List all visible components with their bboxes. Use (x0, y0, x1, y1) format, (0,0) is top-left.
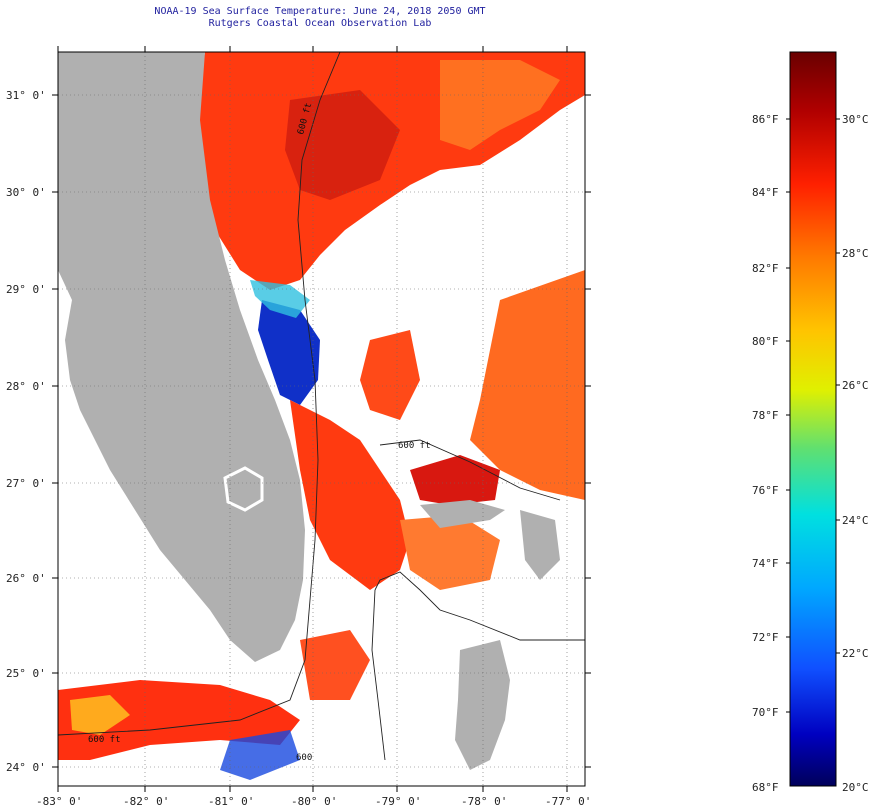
map-title: NOAA-19 Sea Surface Temperature: June 24… (154, 6, 486, 17)
abaco-island (520, 510, 560, 580)
cb-f-78: 78°F (752, 409, 779, 422)
lake-okeechobee-outline (223, 466, 264, 512)
cb-f-80: 80°F (752, 335, 779, 348)
isobath-lines (58, 52, 585, 761)
sst-gulfstream-south (290, 400, 410, 590)
isobath-bank (374, 571, 585, 641)
grand-bahama-island (420, 500, 505, 528)
sst-central-patch (360, 330, 420, 420)
sst-orange-patches (440, 60, 560, 150)
lon-label-83w: -83° 0' (36, 795, 82, 808)
lon-label-80w: -80° 0' (291, 795, 337, 808)
lat-label-30: 30° 0' (6, 186, 46, 199)
lat-label-25: 25° 0' (6, 667, 46, 680)
cb-f-86: 86°F (752, 113, 779, 126)
shelf-label-keys: 600 ft (88, 735, 121, 745)
sst-keys-yellow (70, 695, 130, 735)
lat-label-24: 24° 0' (6, 761, 46, 774)
cb-c-22: 22°C (842, 647, 869, 660)
lon-label-78w: -78° 0' (461, 795, 507, 808)
sst-bahamas-warm (410, 455, 500, 505)
cb-f-76: 76°F (752, 484, 779, 497)
lon-label-81w: -81° 0' (208, 795, 254, 808)
lat-label-28: 28° 0' (6, 380, 46, 393)
cb-c-30: 30°C (842, 113, 869, 126)
colorbar-ticks (786, 118, 840, 713)
cb-f-68: 68°F (752, 781, 779, 794)
cb-c-20: 20°C (842, 781, 869, 794)
lon-label-77w: -77° 0' (545, 795, 591, 808)
cb-f-84: 84°F (752, 186, 779, 199)
cb-f-82: 82°F (752, 262, 779, 275)
sst-eastern-warm (470, 270, 585, 500)
cb-c-24: 24°C (842, 514, 869, 527)
lat-label-31: 31° 0' (6, 89, 46, 102)
isobath-channel (371, 589, 386, 761)
cb-f-70: 70°F (752, 706, 779, 719)
sst-dark-core (285, 90, 400, 200)
sst-straits-cold (220, 730, 300, 780)
latitude-axis (52, 94, 591, 768)
shelf-label-bahamas: 600 ft (398, 441, 431, 451)
lat-label-29: 29° 0' (6, 283, 46, 296)
sst-southeast-patch (400, 515, 500, 590)
cuba-coast (58, 786, 300, 790)
isobath-bahamas (379, 439, 561, 501)
cb-f-72: 72°F (752, 631, 779, 644)
lat-label-27: 27° 0' (6, 477, 46, 490)
andros-island (455, 640, 510, 770)
lon-label-79w: -79° 0' (375, 795, 421, 808)
lon-label-82w: -82° 0' (123, 795, 169, 808)
cb-c-28: 28°C (842, 247, 869, 260)
sst-data-layer (58, 52, 585, 780)
temperature-colorbar (789, 51, 837, 787)
sst-upwelling-cyan (250, 280, 310, 318)
isobath-north (58, 52, 341, 736)
sst-straits-patch (300, 630, 370, 700)
cb-c-26: 26°C (842, 379, 869, 392)
sst-upwelling-cold (258, 300, 320, 405)
shelf-label-straits: 600 (296, 753, 312, 763)
lat-label-26: 26° 0' (6, 572, 46, 585)
map-subtitle: Rutgers Coastal Ocean Observation Lab (208, 18, 432, 29)
map-frame (57, 51, 586, 787)
cb-f-74: 74°F (752, 557, 779, 570)
map-panel: 600 ft 600 ft 600 ft 600 (58, 52, 585, 790)
longitude-axis (57, 46, 568, 792)
